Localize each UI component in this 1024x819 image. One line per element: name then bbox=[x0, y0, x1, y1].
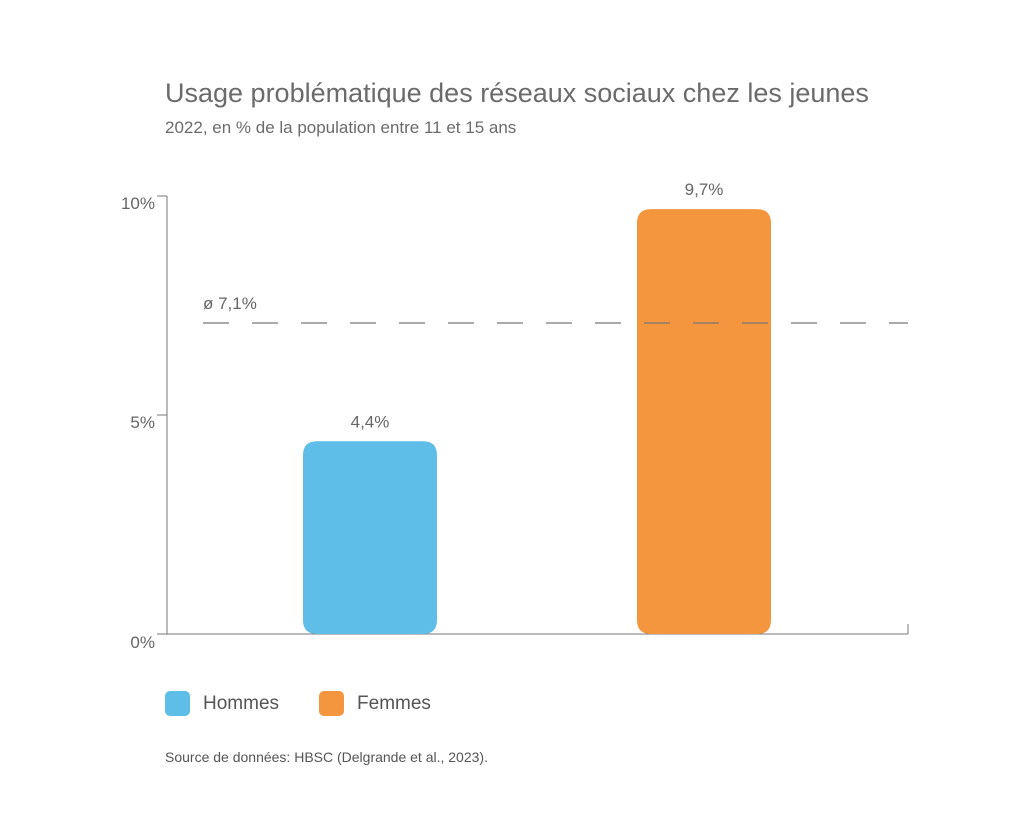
data-source-note: Source de données: HBSC (Delgrande et al… bbox=[165, 749, 488, 765]
legend-swatch-femmes bbox=[319, 691, 345, 716]
bar-hommes bbox=[303, 441, 437, 634]
bar-femmes bbox=[637, 209, 771, 634]
bar-value-label-hommes: 4,4% bbox=[351, 412, 390, 431]
average-reference-label: ø 7,1% bbox=[203, 294, 257, 313]
bar-value-label-femmes: 9,7% bbox=[685, 180, 724, 199]
legend: Hommes Femmes bbox=[165, 691, 471, 716]
y-tick-label-10: 10% bbox=[121, 194, 155, 213]
legend-swatch-hommes bbox=[165, 691, 190, 716]
y-tick-label-5: 5% bbox=[130, 413, 155, 432]
y-tick-label-0: 0% bbox=[130, 633, 155, 652]
chart-title: Usage problématique des réseaux sociaux … bbox=[165, 78, 869, 108]
legend-label-hommes: Hommes bbox=[203, 692, 280, 714]
legend-item-femmes: Femmes bbox=[319, 691, 431, 716]
legend-item-hommes: Hommes bbox=[165, 691, 279, 716]
chart-subtitle: 2022, en % de la population entre 11 et … bbox=[165, 118, 517, 137]
legend-label-femmes: Femmes bbox=[357, 692, 431, 714]
